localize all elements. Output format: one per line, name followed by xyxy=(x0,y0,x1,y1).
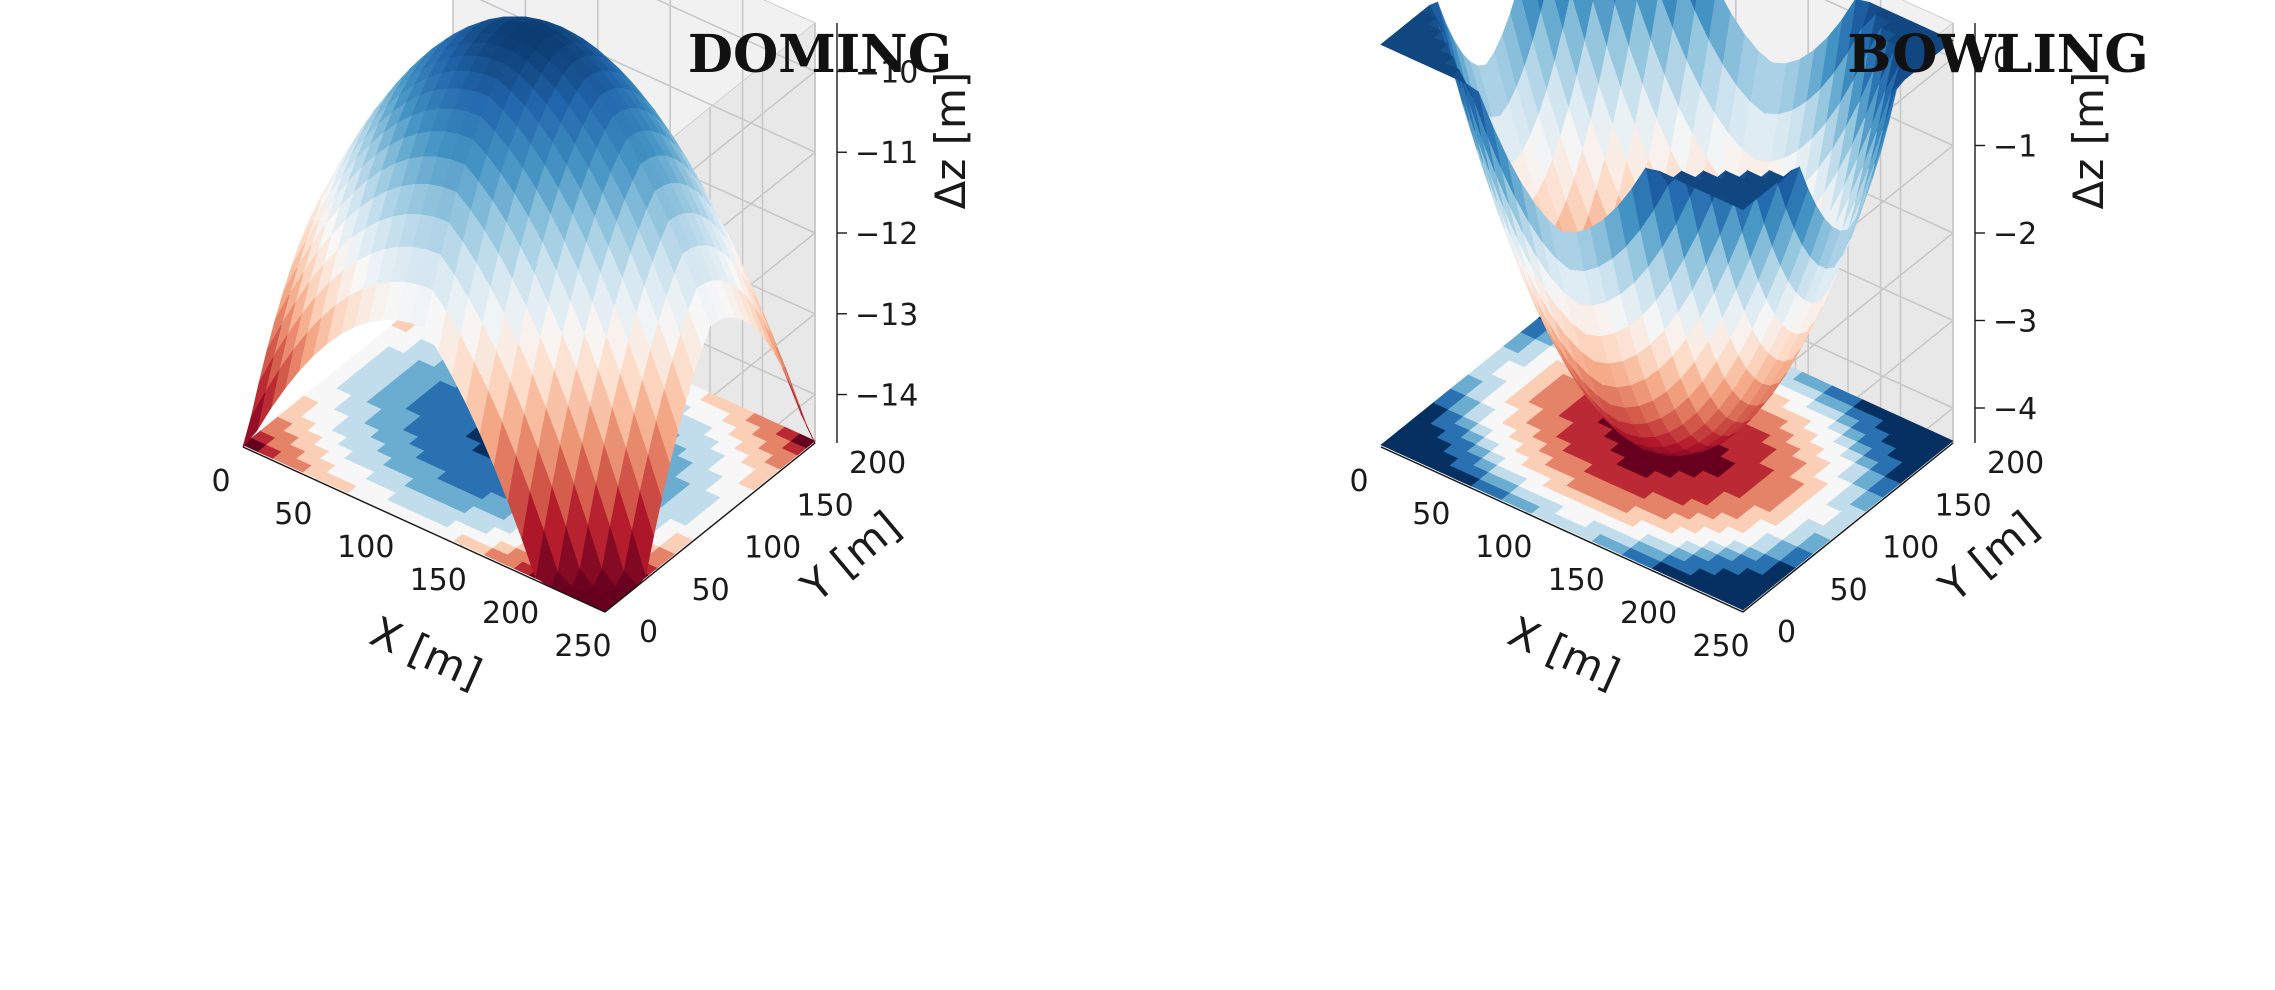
surface-facet xyxy=(242,392,266,448)
y-tick-label: 200 xyxy=(1987,446,2044,481)
z-axis-label: Δz [m] xyxy=(2064,72,2113,210)
x-axis-label: X [m] xyxy=(363,607,489,699)
y-axis-line xyxy=(1742,442,1954,613)
x-axis-line xyxy=(242,446,606,613)
x-axis-label: X [m] xyxy=(1501,607,1627,699)
y-tick-label: 0 xyxy=(1777,615,1796,650)
y-tick-label: 100 xyxy=(744,531,801,566)
y-tick-label: 150 xyxy=(797,488,854,523)
y-tick-label: 0 xyxy=(639,615,658,650)
x-tick-label: 0 xyxy=(211,464,230,499)
y-tick-label: 200 xyxy=(849,446,906,481)
panel-title: DOMING xyxy=(688,24,952,85)
surface-facet xyxy=(1536,0,1544,12)
surface xyxy=(242,16,816,613)
x-tick-label: 50 xyxy=(274,497,312,532)
x-axis-line xyxy=(1380,446,1744,613)
contour-cell xyxy=(1928,433,1954,449)
z-tick-label: 0 xyxy=(1993,42,2012,77)
z-tick-label: −13 xyxy=(855,298,918,333)
z-tick-label: −14 xyxy=(855,379,918,414)
x-tick-label: 250 xyxy=(1692,629,1749,664)
x-tick-label: 200 xyxy=(482,596,539,631)
y-tick-label: 150 xyxy=(1935,488,1992,523)
z-tick-label: −2 xyxy=(1993,217,2037,252)
z-tick-label: −12 xyxy=(855,217,918,252)
x-tick-label: 50 xyxy=(1412,497,1450,532)
x-tick-label: 100 xyxy=(337,530,394,565)
x-tick-label: 100 xyxy=(1475,530,1532,565)
surface-facet xyxy=(1380,37,1404,52)
z-tick-label: −11 xyxy=(855,136,918,171)
x-tick-label: 150 xyxy=(1548,563,1605,598)
surface xyxy=(1380,0,1954,457)
z-tick-label: −10 xyxy=(855,55,918,90)
y-axis-line xyxy=(604,442,816,613)
y-tick-label: 50 xyxy=(1830,573,1868,608)
contour-cell xyxy=(790,433,816,449)
x-tick-label: 150 xyxy=(410,563,467,598)
x-tick-label: 250 xyxy=(554,629,611,664)
doming-panel: 0 50 100 150 200 250 0 50 100 150 200 −14 −13 −12 −11 −… xyxy=(211,0,975,699)
bowling-panel: 0 50 100 150 200 250 0 50 100 150 200 −4 −3 −2 −1 0 X [m… xyxy=(1349,0,2149,699)
z-tick-label: −4 xyxy=(1993,392,2037,427)
z-tick-label: −1 xyxy=(1993,130,2037,165)
x-tick-label: 0 xyxy=(1349,464,1368,499)
y-tick-label: 50 xyxy=(692,573,730,608)
z-tick-label: −3 xyxy=(1993,305,2037,340)
y-tick-label: 100 xyxy=(1882,531,1939,566)
panel-title: BOWLING xyxy=(1847,24,2148,85)
x-tick-label: 200 xyxy=(1620,596,1677,631)
z-axis-label: Δz [m] xyxy=(926,72,975,210)
